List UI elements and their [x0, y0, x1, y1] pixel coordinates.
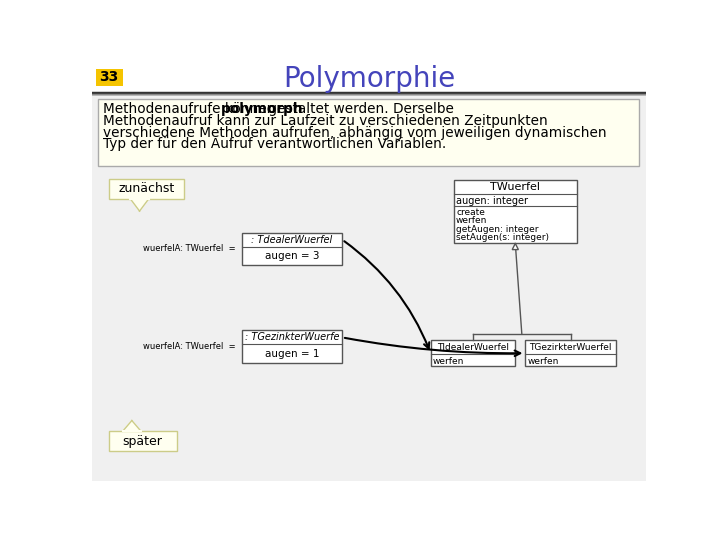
- Text: getAugen: integer: getAugen: integer: [456, 225, 539, 234]
- Text: 33: 33: [99, 70, 118, 84]
- Text: TGezirkterWuerfel: TGezirkterWuerfel: [529, 343, 612, 352]
- Text: polymorph: polymorph: [220, 103, 303, 117]
- Text: gestaltet werden. Derselbe: gestaltet werden. Derselbe: [264, 103, 454, 117]
- Bar: [526, 340, 616, 366]
- Polygon shape: [512, 244, 518, 249]
- Text: augen = 1: augen = 1: [265, 348, 319, 359]
- Text: wuerfelA: TWuerfel  =: wuerfelA: TWuerfel =: [143, 244, 235, 253]
- Bar: [96, 69, 122, 85]
- Text: werfen: werfen: [456, 217, 487, 226]
- Text: : TdealerWuerfel: : TdealerWuerfel: [251, 234, 333, 245]
- Polygon shape: [122, 421, 141, 431]
- Text: Typ der für den Aufruf verantwortlichen Variablen.: Typ der für den Aufruf verantwortlichen …: [102, 137, 446, 151]
- Bar: [98, 99, 639, 166]
- Text: setAugen(s: integer): setAugen(s: integer): [456, 233, 549, 242]
- Text: werfen: werfen: [433, 356, 464, 366]
- Text: verschiedene Methoden aufrufen, abhängig vom jeweiligen dynamischen: verschiedene Methoden aufrufen, abhängig…: [102, 126, 606, 139]
- Bar: [109, 431, 176, 451]
- Bar: [242, 233, 342, 265]
- Bar: [242, 330, 342, 363]
- Bar: [454, 180, 577, 244]
- Bar: [92, 65, 647, 94]
- Text: augen = 3: augen = 3: [265, 251, 319, 261]
- Text: TIdealerWuerfel: TIdealerWuerfel: [437, 343, 509, 352]
- Bar: [431, 340, 516, 366]
- Text: zunächst: zunächst: [118, 183, 174, 195]
- Text: Methodenaufruf kann zur Laufzeit zu verschiedenen Zeitpunkten: Methodenaufruf kann zur Laufzeit zu vers…: [102, 114, 547, 128]
- Bar: [109, 179, 184, 199]
- Text: wuerfelA: TWuerfel  =: wuerfelA: TWuerfel =: [143, 342, 235, 351]
- Text: : TGezinkterWuerfe: : TGezinkterWuerfe: [245, 333, 339, 342]
- Text: werfen: werfen: [528, 356, 559, 366]
- Polygon shape: [130, 199, 149, 211]
- Text: TWuerfel: TWuerfel: [490, 182, 540, 192]
- Text: create: create: [456, 208, 485, 217]
- Text: später: später: [122, 435, 163, 448]
- Text: Methodenaufrufe können: Methodenaufrufe können: [102, 103, 279, 117]
- Text: Polymorphie: Polymorphie: [283, 65, 455, 93]
- Text: augen: integer: augen: integer: [456, 197, 528, 206]
